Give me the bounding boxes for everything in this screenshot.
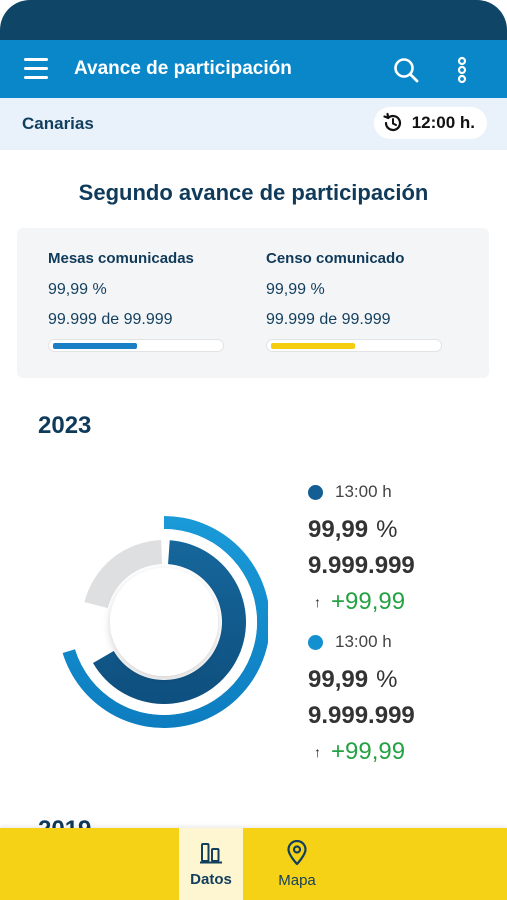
more-vertical-icon xyxy=(457,56,467,84)
stat-mesas: Mesas comunicadas 99,99 % 99.999 de 99.9… xyxy=(48,250,238,352)
legend-series-2: 13:00 h 99,99% 9.999.999 ↑ +99,99 xyxy=(308,632,415,766)
arrow-up-icon: ↑ xyxy=(314,594,321,610)
menu-line-icon xyxy=(24,76,48,79)
legend-time-row: 13:00 h xyxy=(308,482,415,502)
legend-delta: +99,99 xyxy=(331,588,406,615)
nav-item-mapa[interactable]: Mapa xyxy=(265,828,329,900)
app-bar: Avance de participación xyxy=(0,40,507,98)
legend-percent: 99,99 xyxy=(308,666,369,693)
participation-donut-chart xyxy=(62,516,268,728)
time-selector[interactable]: 12:00 h. xyxy=(373,107,487,139)
donut-inner-arc xyxy=(92,540,246,704)
progress-fill xyxy=(271,343,355,349)
region-name: Canarias xyxy=(22,114,94,133)
map-pin-icon xyxy=(287,839,307,865)
clock-history-icon xyxy=(383,112,401,132)
year-heading: 2023 xyxy=(38,412,92,439)
donut-remainder-arc xyxy=(84,540,162,608)
stats-card: Mesas comunicadas 99,99 % 99.999 de 99.9… xyxy=(17,228,489,378)
bottom-navigation: Datos Mapa xyxy=(0,828,507,900)
bar-chart-icon xyxy=(200,842,222,863)
search-button[interactable] xyxy=(392,56,420,89)
legend-delta: +99,99 xyxy=(331,738,406,765)
progress-bar xyxy=(266,339,442,352)
legend-unit: % xyxy=(376,666,398,693)
legend-time: 13:00 h xyxy=(335,482,392,501)
legend-unit: % xyxy=(376,516,398,543)
menu-line-icon xyxy=(24,67,48,70)
legend-time: 13:00 h xyxy=(335,632,392,651)
legend-percent: 99,99 xyxy=(308,516,369,543)
more-options-button[interactable] xyxy=(452,56,472,89)
menu-line-icon xyxy=(24,58,48,61)
menu-button[interactable] xyxy=(24,58,50,80)
stat-label: Censo comunicado xyxy=(266,250,405,267)
legend-time-row: 13:00 h xyxy=(308,632,415,652)
progress-fill xyxy=(53,343,137,349)
legend-series-1: 13:00 h 99,99% 9.999.999 ↑ +99,99 xyxy=(308,482,415,616)
legend-voters: 9.999.999 xyxy=(308,702,415,729)
legend-percent-row: 99,99% xyxy=(308,666,415,694)
stat-count: 99.999 de 99.999 xyxy=(266,311,391,328)
stat-percent: 99,99 % xyxy=(48,281,107,298)
nav-item-datos[interactable]: Datos xyxy=(179,828,243,900)
stat-censo: Censo comunicado 99,99 % 99.999 de 99.99… xyxy=(266,250,456,352)
series-color-dot xyxy=(308,484,323,500)
stat-count: 99.999 de 99.999 xyxy=(48,311,173,328)
page-title: Avance de participación xyxy=(74,58,292,79)
legend-delta-row: ↑ +99,99 xyxy=(308,588,415,616)
legend-delta-row: ↑ +99,99 xyxy=(308,738,415,766)
nav-label: Mapa xyxy=(278,871,316,889)
stat-label: Mesas comunicadas xyxy=(48,250,194,267)
time-label: 12:00 h. xyxy=(411,113,475,132)
arrow-up-icon: ↑ xyxy=(314,744,321,760)
donut-center xyxy=(110,568,218,676)
section-title: Segundo avance de participación xyxy=(78,180,429,205)
series-color-dot xyxy=(308,634,323,650)
nav-label: Datos xyxy=(190,870,232,888)
progress-bar xyxy=(48,339,224,352)
legend-percent-row: 99,99% xyxy=(308,516,415,544)
region-bar: Canarias 12:00 h. xyxy=(0,98,507,150)
legend-voters: 9.999.999 xyxy=(308,552,415,579)
search-icon xyxy=(394,58,419,83)
device-top-bezel xyxy=(0,0,507,42)
stat-percent: 99,99 % xyxy=(266,281,325,298)
